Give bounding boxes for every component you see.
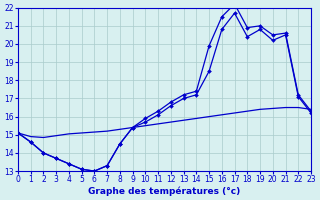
X-axis label: Graphe des températures (°c): Graphe des températures (°c)	[88, 186, 241, 196]
